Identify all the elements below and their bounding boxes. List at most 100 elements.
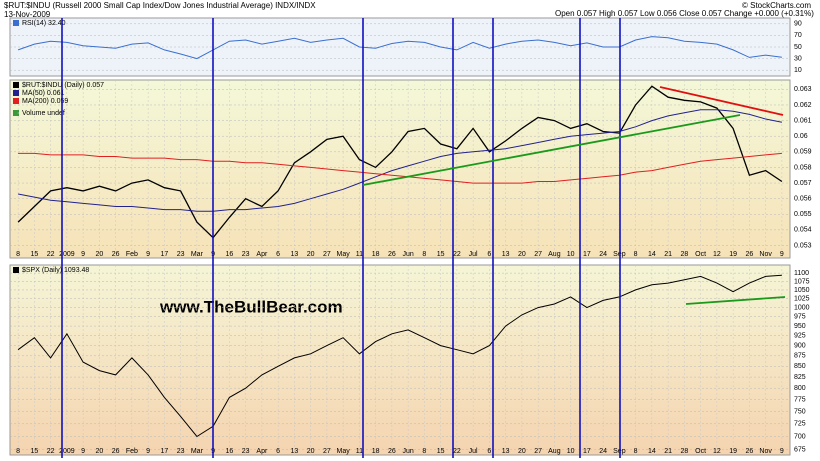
date: 13-Nov-2009	[4, 10, 51, 19]
x-tick-label: 19	[729, 448, 737, 455]
x-tick-label: 6	[276, 448, 280, 455]
x-tick-label: 12	[713, 448, 721, 455]
x-tick-label: 10	[567, 251, 575, 258]
x-tick-label: 17	[160, 448, 168, 455]
x-tick-label: 10	[567, 448, 575, 455]
legend-label: $SPX (Daily) 1093.48	[22, 267, 89, 274]
y-tick-label: 0.058	[794, 164, 812, 171]
x-tick-label: 9	[780, 251, 784, 258]
x-tick-label: Aug	[548, 251, 561, 258]
x-tick-label: Oct	[695, 251, 706, 258]
legend-label: $RUT:$INDU (Daily) 0.057	[22, 82, 104, 89]
x-tick-label: 24	[599, 251, 607, 258]
legend-swatch	[13, 110, 19, 116]
x-tick-label: 24	[599, 448, 607, 455]
series-line	[18, 109, 782, 212]
x-tick-label: 9	[146, 251, 150, 258]
x-tick-label: 9	[81, 251, 85, 258]
y-tick-label: 1075	[794, 278, 810, 285]
series-line	[17, 85, 783, 239]
x-tick-label: 20	[95, 448, 103, 455]
x-tick-label: 16	[225, 448, 233, 455]
series-line	[17, 274, 782, 438]
x-tick-label: 15	[437, 448, 445, 455]
y-tick-label: 825	[794, 374, 806, 381]
x-tick-label: 15	[437, 251, 445, 258]
x-tick-label: Oct	[695, 448, 706, 455]
x-tick-label: Apr	[256, 251, 268, 258]
series-line	[17, 36, 782, 60]
x-tick-label: 22	[453, 251, 461, 258]
x-tick-label: Jul	[469, 251, 478, 258]
x-tick-label: 8	[634, 251, 638, 258]
y-tick-label: 700	[794, 433, 806, 440]
x-tick-label: 9	[780, 448, 784, 455]
x-tick-label: 6	[487, 448, 491, 455]
x-tick-label: 13	[502, 448, 510, 455]
y-tick-label: 1100	[794, 270, 809, 277]
x-tick-label: 11	[356, 448, 363, 455]
x-tick-label: May	[337, 448, 351, 455]
x-tick-label: Mar	[191, 251, 204, 258]
x-tick-label: 22	[47, 448, 55, 455]
y-tick-label: 30	[794, 55, 802, 62]
x-tick-label: Jun	[402, 448, 413, 455]
x-tick-label: Feb	[126, 448, 138, 455]
x-tick-label: 23	[177, 448, 185, 455]
x-tick-label: 6	[276, 251, 280, 258]
x-tick-label: Aug	[548, 448, 561, 455]
x-tick-label: 23	[242, 448, 250, 455]
x-tick-label: Mar	[191, 448, 204, 455]
x-tick-label: 26	[388, 251, 396, 258]
x-tick-label: 16	[225, 251, 233, 258]
x-tick-label: Nov	[759, 251, 772, 258]
legend-label: MA(50) 0.061	[22, 90, 65, 97]
x-tick-label: 26	[745, 448, 753, 455]
x-tick-label: 8	[422, 448, 426, 455]
y-tick-label: 725	[794, 421, 806, 428]
x-tick-label: 23	[242, 251, 250, 258]
x-tick-label: Apr	[256, 448, 268, 455]
x-tick-label: 8	[16, 251, 20, 258]
x-tick-label: 26	[112, 448, 120, 455]
x-tick-label: 20	[307, 251, 315, 258]
y-tick-label: 0.054	[794, 227, 812, 234]
x-tick-label: 27	[323, 448, 331, 455]
y-tick-label: 925	[794, 333, 806, 340]
x-tick-label: 23	[177, 251, 185, 258]
y-tick-label: 875	[794, 353, 806, 360]
x-tick-label: 8	[16, 448, 20, 455]
y-tick-label: 0.062	[794, 102, 812, 109]
x-tick-label: 27	[534, 448, 542, 455]
ratio-panel	[9, 79, 791, 259]
x-tick-label: 22	[47, 251, 55, 258]
x-tick-label: Jun	[402, 251, 413, 258]
x-tick-label: 20	[307, 448, 315, 455]
y-tick-label: 775	[794, 397, 806, 404]
x-tick-label: 6	[487, 251, 491, 258]
y-tick-label: 0.053	[794, 242, 812, 249]
watermark: www.TheBullBear.com	[159, 297, 343, 316]
legend-label: MA(200) 0.059	[22, 98, 68, 105]
x-tick-label: 13	[290, 448, 298, 455]
trend-line	[362, 114, 741, 186]
x-tick-label: 22	[453, 448, 461, 455]
credit: © StockCharts.com	[742, 1, 811, 10]
y-tick-label: 1025	[794, 295, 810, 302]
y-tick-label: 975	[794, 314, 806, 321]
x-tick-label: 13	[502, 251, 510, 258]
x-tick-label: 18	[372, 448, 380, 455]
y-tick-label: 50	[794, 44, 802, 51]
y-tick-label: 0.059	[794, 149, 812, 156]
chart-title: $RUT:$INDU (Russell 2000 Small Cap Index…	[4, 1, 316, 10]
x-tick-label: Nov	[759, 448, 772, 455]
x-tick-label: 2009	[59, 448, 75, 455]
y-tick-label: 0.057	[794, 180, 812, 187]
y-tick-label: 1000	[794, 304, 810, 311]
x-tick-label: 14	[648, 448, 656, 455]
y-tick-label: 675	[794, 446, 806, 453]
y-tick-label: 0.056	[794, 196, 812, 203]
y-tick-label: 10	[794, 67, 802, 74]
